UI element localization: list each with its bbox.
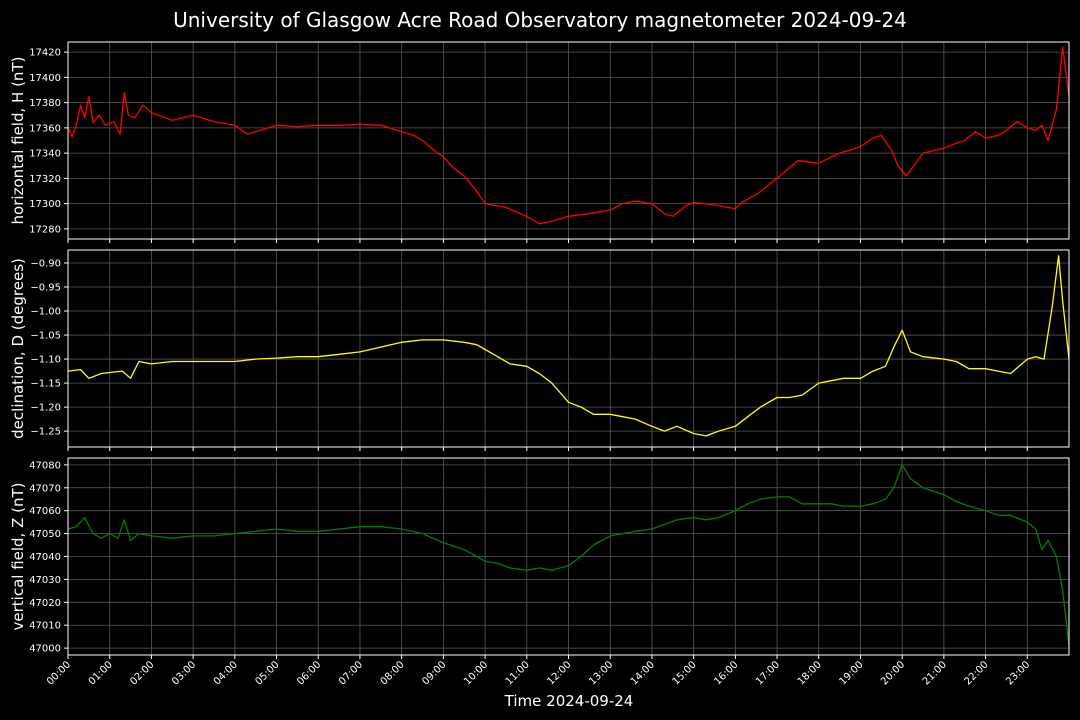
- y-tick-label: −1.10: [30, 355, 61, 366]
- series-line-d: [67, 255, 1070, 437]
- x-tick-label: 02:00: [128, 659, 156, 687]
- x-tick-label: 11:00: [504, 659, 532, 687]
- axes-frame: [67, 41, 1070, 240]
- y-tick-label: 47010: [29, 621, 61, 632]
- x-tick-label: 18:00: [796, 659, 824, 687]
- axes-frame: [67, 457, 1070, 656]
- x-tick-label: 13:00: [587, 659, 615, 687]
- x-tick-label: 20:00: [879, 659, 907, 687]
- x-tick-label: 17:00: [754, 659, 782, 687]
- y-tick-label: 17280: [29, 224, 61, 235]
- y-tick-label: 17320: [29, 174, 61, 185]
- y-tick-label: −1.05: [30, 331, 61, 342]
- x-tick-label: 05:00: [254, 659, 282, 687]
- series-line-h: [67, 46, 1070, 225]
- x-tick-label: 23:00: [1004, 659, 1032, 687]
- y-tick-label: 47040: [29, 552, 61, 563]
- y-tick-label: 47030: [29, 575, 61, 586]
- y-tick-label: −0.95: [30, 282, 61, 293]
- x-tick-label: 06:00: [295, 659, 323, 687]
- x-tick-label: 03:00: [170, 659, 198, 687]
- y-tick-label: 47020: [29, 598, 61, 609]
- panel-h: 17280 17300 17320 17340 17360 17380 17400 17420…: [9, 41, 1070, 243]
- y-tick-label: −0.90: [30, 258, 61, 269]
- panel-d: −1.25 −1.20 −1.15 −1.10 −1.05 −1.00 −0.95 −0.90…: [9, 249, 1070, 451]
- series-line-z: [67, 464, 1070, 646]
- y-tick-label: 17360: [29, 123, 61, 134]
- x-tick-label: 19:00: [837, 659, 865, 687]
- x-tick-label: 01:00: [87, 659, 115, 687]
- x-tick-label: 12:00: [545, 659, 573, 687]
- y-tick-label: 47070: [29, 483, 61, 494]
- y-tick-label: 17420: [29, 48, 61, 59]
- x-tick-label: 04:00: [212, 659, 240, 687]
- y-axis-label-z: vertical field, Z (nT): [9, 482, 27, 630]
- chart-title: University of Glasgow Acre Road Observat…: [173, 8, 907, 32]
- y-tick-label: −1.20: [30, 403, 61, 414]
- y-tick-label: 47060: [29, 506, 61, 517]
- y-tick-label: 17340: [29, 149, 61, 160]
- x-tick-label: 08:00: [379, 659, 407, 687]
- y-tick-label: 17300: [29, 199, 61, 210]
- x-tick-label: 21:00: [921, 659, 949, 687]
- x-tick-label: 09:00: [420, 659, 448, 687]
- y-axis-label-h: horizontal field, H (nT): [9, 57, 27, 225]
- y-tick-label: −1.00: [30, 307, 61, 318]
- x-tick-label: 07:00: [337, 659, 365, 687]
- x-tick-label: 00:00: [45, 659, 73, 687]
- y-tick-label: 47080: [29, 460, 61, 471]
- axes-frame: [67, 249, 1070, 448]
- x-tick-label: 10:00: [462, 659, 490, 687]
- x-tick-label: 22:00: [963, 659, 991, 687]
- x-tick-label: 15:00: [671, 659, 699, 687]
- y-tick-label: 17380: [29, 98, 61, 109]
- x-tick-label: 14:00: [629, 659, 657, 687]
- x-axis-label: Time 2024-09-24: [504, 692, 634, 710]
- x-tick-label: 16:00: [712, 659, 740, 687]
- y-tick-label: 17400: [29, 73, 61, 84]
- y-tick-label: −1.15: [30, 379, 61, 390]
- y-tick-label: 47000: [29, 644, 61, 655]
- panel-z: 47000 47010 47020 47030 47040 47050 47060 47070…: [9, 457, 1070, 659]
- y-tick-label: 47050: [29, 529, 61, 540]
- y-axis-label-d: declination, D (degrees): [9, 258, 27, 439]
- y-tick-label: −1.25: [30, 427, 61, 438]
